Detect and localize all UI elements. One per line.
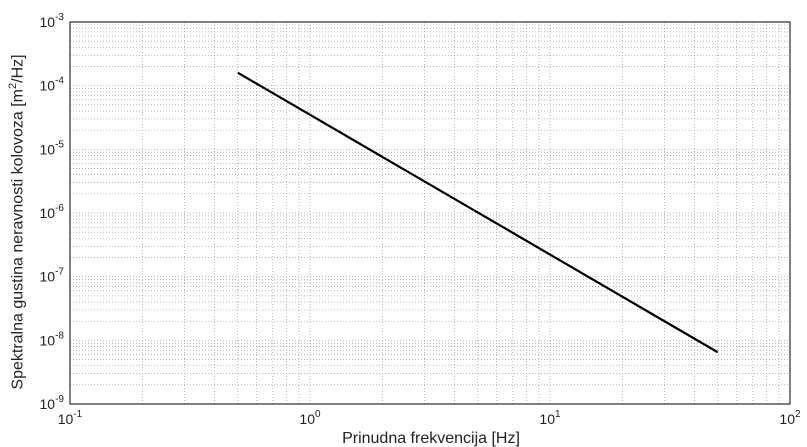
y-axis-label-sup: 2 bbox=[7, 82, 19, 89]
grid bbox=[70, 22, 790, 404]
tick-labels: 10-1 100 101 102 10-9 10-8 10-7 10-6 10-5 10-4 10-… bbox=[40, 12, 801, 427]
y-tick-label: 10-4 bbox=[40, 76, 65, 94]
x-tick-label: 10-1 bbox=[58, 409, 83, 427]
y-tick-label: 10-7 bbox=[40, 267, 65, 285]
y-tick-label: 10-8 bbox=[40, 330, 65, 348]
y-axis-label: Spektralna gustina neravnosti kolovoza [… bbox=[7, 54, 27, 389]
x-tick-label: 101 bbox=[539, 409, 561, 427]
y-axis-label-unit: /Hz] bbox=[9, 54, 27, 83]
series-layer bbox=[237, 71, 719, 354]
x-tick-label: 100 bbox=[299, 409, 321, 427]
x-tick-label: 102 bbox=[779, 409, 801, 427]
y-tick-label: 10-6 bbox=[40, 203, 65, 221]
y-tick-label: 10-5 bbox=[40, 139, 65, 157]
y-tick-label: 10-3 bbox=[40, 12, 65, 30]
y-tick-label: 10-9 bbox=[40, 394, 65, 412]
plot-frame bbox=[69, 21, 791, 405]
y-axis-label-main: Spektralna gustina neravnosti kolovoza [… bbox=[9, 88, 27, 390]
series-line-1 bbox=[237, 71, 719, 354]
x-axis-label: Prinudna frekvencija [Hz] bbox=[342, 430, 520, 447]
